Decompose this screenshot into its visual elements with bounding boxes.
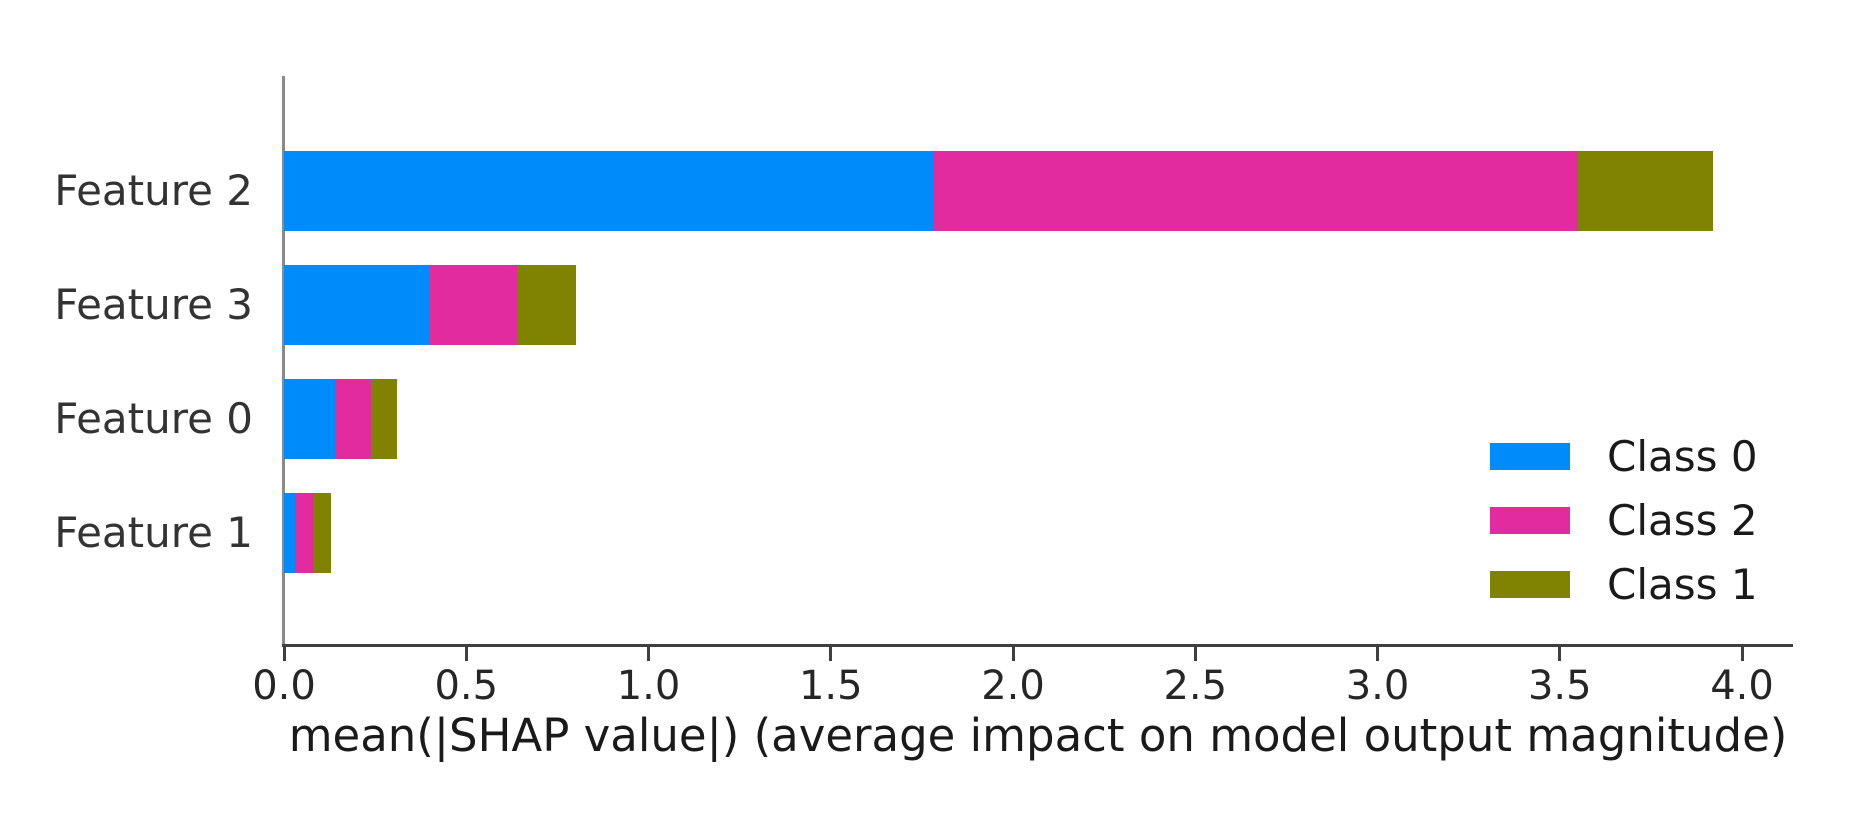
- x-tick-label-1.5: 1.5: [798, 663, 863, 709]
- x-tick-label-1: 1.0: [616, 663, 681, 709]
- bar-segment-feature-1-class-0: [284, 492, 295, 573]
- x-axis-spine: [282, 644, 1793, 647]
- x-tick-mark-4: [1740, 645, 1744, 661]
- x-tick-mark-1.5: [829, 645, 833, 661]
- y-tick-label-feature-1: Feature 1: [54, 507, 253, 557]
- bar-segment-feature-0-class-2: [335, 378, 372, 459]
- x-tick-mark-1: [647, 645, 650, 661]
- x-tick-mark-3.5: [1558, 645, 1562, 661]
- x-tick-label-0: 0.0: [252, 663, 316, 709]
- bar-segment-feature-0-class-1: [371, 378, 397, 459]
- x-tick-label-2.5: 2.5: [1163, 663, 1228, 709]
- y-tick-label-feature-3: Feature 3: [54, 279, 253, 329]
- bar-segment-feature-2-class-0: [284, 150, 933, 231]
- bar-segment-feature-3-class-0: [284, 264, 430, 345]
- y-tick-label-feature-0: Feature 0: [54, 393, 253, 443]
- x-tick-label-4: 4.0: [1710, 663, 1774, 709]
- bar-segment-feature-3-class-2: [429, 264, 518, 345]
- x-tick-mark-0.5: [464, 645, 468, 661]
- x-axis-label: mean(|SHAP value|) (average impact on mo…: [288, 709, 1788, 762]
- legend-swatch-class-0: [1490, 443, 1570, 470]
- x-tick-label-3.5: 3.5: [1527, 663, 1592, 709]
- x-tick-label-0.5: 0.5: [434, 663, 499, 709]
- x-tick-label-2: 2.0: [981, 663, 1045, 709]
- x-tick-mark-2: [1011, 645, 1015, 661]
- legend-swatch-class-1: [1490, 571, 1570, 598]
- legend-swatch-class-2: [1490, 507, 1570, 534]
- legend-label-class-1: Class 1: [1607, 559, 1758, 609]
- legend-label-class-0: Class 0: [1607, 431, 1758, 481]
- bar-segment-feature-1-class-2: [294, 492, 314, 573]
- bar-segment-feature-2-class-1: [1577, 150, 1713, 231]
- x-tick-label-3: 3.0: [1345, 663, 1410, 709]
- bar-segment-feature-0-class-0: [284, 378, 336, 459]
- y-tick-label-feature-2: Feature 2: [54, 165, 253, 215]
- bar-segment-feature-2-class-2: [932, 150, 1578, 231]
- x-tick-mark-0: [282, 645, 286, 661]
- y-axis-spine: [282, 76, 285, 645]
- legend-label-class-2: Class 2: [1607, 495, 1758, 545]
- bar-segment-feature-1-class-1: [313, 492, 332, 573]
- bar-segment-feature-3-class-1: [517, 264, 576, 345]
- x-tick-mark-3: [1376, 645, 1379, 661]
- x-tick-mark-2.5: [1193, 645, 1197, 661]
